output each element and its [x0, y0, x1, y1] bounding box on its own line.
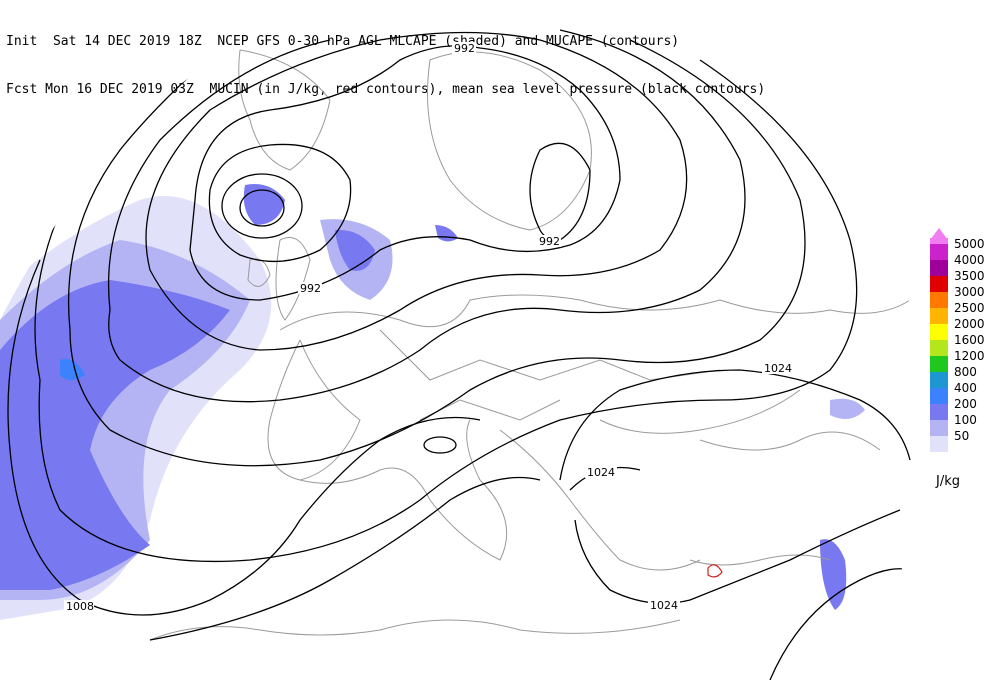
legend-swatch — [930, 238, 948, 244]
isobar-label-east: 1024 — [764, 362, 792, 375]
legend-item: 5000 — [930, 228, 1000, 251]
mucin-contours — [707, 564, 723, 578]
legend-item: 50 — [930, 420, 1000, 443]
legend-swatch — [930, 436, 948, 452]
isobar-label-uk: 992 — [300, 282, 321, 295]
legend-label: 50 — [954, 429, 970, 443]
legend-label: 3000 — [954, 285, 985, 299]
legend-label: 2000 — [954, 317, 985, 331]
legend-label: 200 — [954, 397, 977, 411]
legend-swatch — [930, 340, 948, 356]
isobar-1024-east — [559, 369, 911, 481]
isobar-label-sw: 1008 — [66, 600, 94, 613]
legend-item: 100 — [930, 404, 1000, 427]
legend-swatch — [930, 372, 948, 388]
legend-label: 100 — [954, 413, 977, 427]
legend-label: 1600 — [954, 333, 985, 347]
legend-label: 3500 — [954, 269, 985, 283]
isobar-low-ring-3 — [208, 143, 352, 263]
coastlines — [149, 49, 911, 641]
legend-label: 4000 — [954, 253, 985, 267]
isobar-1024-south — [769, 568, 911, 680]
isobar-wide-3b — [69, 39, 806, 467]
legend-label: 5000 — [954, 237, 985, 251]
legend-swatch — [930, 276, 948, 292]
legend-swatch — [930, 324, 948, 340]
isobar-southwest-1016 — [149, 476, 541, 641]
legend-item — [930, 436, 1000, 452]
cape-shading — [0, 184, 865, 620]
legend-swatch — [930, 244, 948, 260]
legend-swatch — [930, 420, 948, 436]
legend-swatch — [930, 308, 948, 324]
isobar-north-992 — [189, 45, 621, 301]
legend-swatch — [930, 388, 948, 404]
isobar-label-north: 992 — [454, 42, 475, 55]
isobar-wide-2 — [107, 39, 331, 311]
isobar-scand-992 — [529, 142, 591, 241]
legend-swatch — [930, 292, 948, 308]
legend-arrow-icon — [930, 228, 948, 240]
cape-region-atlantic-400 — [60, 359, 85, 380]
legend-swatch — [930, 404, 948, 420]
legend-item: 200 — [930, 388, 1000, 411]
cape-region-iceland — [243, 184, 285, 225]
legend-label: 400 — [954, 381, 977, 395]
legend-item: 400 — [930, 372, 1000, 395]
legend-item: 800 — [930, 356, 1000, 379]
legend-item: 2000 — [930, 308, 1000, 331]
legend-item: 3000 — [930, 276, 1000, 299]
legend-label: 800 — [954, 365, 977, 379]
legend-swatch — [930, 260, 948, 276]
isobar-labels: 992 992 992 1008 1024 1024 1024 — [64, 42, 794, 613]
isobar-label-med: 1024 — [650, 599, 678, 612]
isobar-low-ring-2 — [221, 173, 303, 239]
isobar-sw-1008 — [7, 259, 41, 451]
legend-label: 1200 — [954, 349, 985, 363]
isobar-wide-1 — [145, 31, 688, 351]
isobar-label-balkan: 1024 — [587, 466, 615, 479]
legend-item: 4000 — [930, 244, 1000, 267]
legend-item: 2500 — [930, 292, 1000, 315]
cape-region-baltic — [435, 225, 458, 242]
legend-label: 2500 — [954, 301, 985, 315]
isobar-low-core — [239, 189, 285, 227]
legend-item: 1600 — [930, 324, 1000, 347]
mucin-contour-crete — [707, 564, 723, 578]
legend-swatch — [930, 356, 948, 372]
legend-item: 3500 — [930, 260, 1000, 283]
isobar-italy-high — [423, 436, 457, 454]
legend-unit: J/kg — [936, 474, 960, 489]
cape-region-levant — [820, 539, 847, 610]
isobar-wide-4b — [38, 59, 858, 563]
isobar-1024-med — [574, 509, 901, 604]
isobar-label-scand: 992 — [539, 235, 560, 248]
isobar-wide-2b — [108, 29, 746, 403]
cape-region-blacksea — [830, 398, 865, 419]
isobar-sw-1008b — [9, 416, 481, 616]
legend-item: 1200 — [930, 340, 1000, 363]
cape-region-atlantic-200 — [0, 280, 230, 590]
